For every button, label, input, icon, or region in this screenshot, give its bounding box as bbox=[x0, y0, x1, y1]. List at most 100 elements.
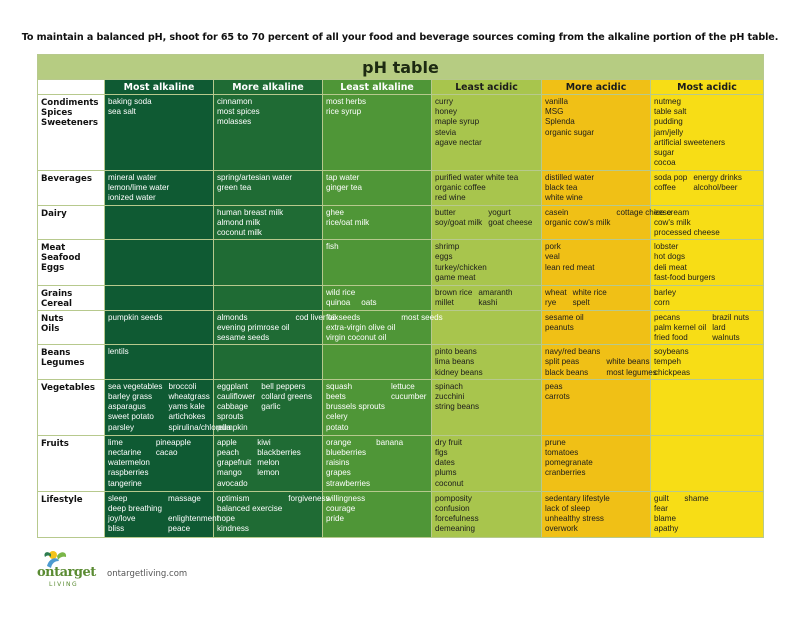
food-item bbox=[684, 524, 708, 534]
food-item bbox=[156, 479, 191, 489]
column-header: Least alkaline bbox=[322, 79, 432, 95]
food-item: figs bbox=[435, 448, 448, 458]
table-cell: eggplant bell peppers cauliflower collard g… bbox=[213, 378, 323, 436]
table-cell: soda pop energy drinks coffee alcohol/beer bbox=[650, 170, 764, 206]
food-item: mango bbox=[217, 468, 242, 478]
food-item: organic coffee bbox=[435, 183, 486, 193]
category-label: Condiments Spices Sweeteners bbox=[37, 94, 105, 171]
food-item: pecans bbox=[654, 312, 681, 322]
food-item: table salt bbox=[654, 107, 687, 117]
table-cell: guilt shame fear blame apathy bbox=[650, 490, 764, 538]
food-item bbox=[391, 423, 427, 433]
table-cell bbox=[104, 204, 214, 241]
table-cell bbox=[213, 239, 323, 287]
table-cell: barley corn bbox=[650, 285, 764, 311]
food-item: pride bbox=[326, 514, 344, 524]
ontarget-logo-icon bbox=[44, 551, 67, 568]
food-item: black beans bbox=[545, 367, 589, 377]
food-item: demeaning bbox=[435, 524, 476, 534]
food-item bbox=[401, 323, 442, 333]
table-cell: pinto beans lima beans kidney beans bbox=[431, 344, 542, 380]
food-item: potato bbox=[326, 422, 349, 432]
food-item: spring/artesian water bbox=[217, 173, 293, 182]
food-item: ice cream bbox=[654, 207, 690, 217]
table-cell: nutmeg table salt pudding jam/jelly artifici… bbox=[650, 94, 764, 171]
food-item: lean red meat bbox=[545, 262, 595, 272]
category-label: Meat Seafood Eggs bbox=[37, 239, 105, 287]
table-cell: vanilla MSG Splenda organic sugar bbox=[541, 94, 651, 171]
food-item: broccoli bbox=[168, 381, 197, 391]
table-row: Condiments Spices Sweeteners baking soda sea… bbox=[37, 94, 764, 171]
website-link[interactable]: ontargetliving.com bbox=[107, 569, 188, 579]
table-cell bbox=[213, 285, 323, 311]
food-item: hope bbox=[217, 514, 236, 524]
food-item: eggplant bbox=[217, 381, 249, 391]
food-item: organic cow's milk bbox=[545, 217, 611, 227]
food-item: blame bbox=[654, 514, 677, 524]
table-row: Lifestyle sleep massage deep breathing joy/l… bbox=[37, 490, 764, 538]
category-line: Lifestyle bbox=[41, 494, 83, 505]
food-item: human breast milk bbox=[217, 207, 284, 217]
food-item: lime bbox=[108, 437, 123, 447]
ph-table: pH table Most alkaline More alkaline Least… bbox=[37, 54, 764, 538]
food-item: lima beans bbox=[435, 357, 475, 367]
food-item: soybeans bbox=[654, 347, 689, 357]
headline: To maintain a balanced pH, shoot for 65 … bbox=[21, 32, 779, 43]
table-cell: pork veal lean red meat bbox=[541, 239, 651, 287]
food-item: hot dogs bbox=[654, 252, 686, 262]
category-line: Seafood bbox=[41, 253, 81, 264]
food-item: white wine bbox=[545, 193, 583, 203]
table-cell: human breast milk almond milk coconut milk bbox=[213, 204, 323, 241]
table-row: Grains Cereal wild rice quinoa oats brown ric… bbox=[37, 285, 764, 311]
food-item: energy drinks bbox=[693, 173, 742, 182]
food-item: quinoa bbox=[326, 298, 351, 308]
food-item: lack of sleep bbox=[545, 504, 590, 514]
food-item: dry fruit bbox=[435, 437, 462, 447]
column-header: More acidic bbox=[541, 79, 651, 95]
column-header: More alkaline bbox=[213, 79, 323, 95]
food-item: shrimp bbox=[435, 242, 460, 252]
category-label: Lifestyle bbox=[37, 490, 105, 538]
table-title: pH table bbox=[37, 54, 764, 80]
food-item: joy/love bbox=[108, 514, 136, 524]
table-cell: willingness courage pride bbox=[322, 490, 432, 538]
food-item: enlightenment bbox=[168, 514, 219, 524]
table-cell bbox=[650, 378, 764, 436]
category-line: Eggs bbox=[41, 263, 65, 274]
table-cell: casein cottage cheese organic cow's milk bbox=[541, 204, 671, 241]
food-item: raisins bbox=[326, 458, 350, 468]
food-item: white beans bbox=[606, 357, 650, 367]
food-item: most legumes bbox=[606, 367, 657, 377]
food-item: rice syrup bbox=[326, 107, 362, 117]
food-item: wild rice bbox=[326, 288, 356, 298]
category-label: Fruits bbox=[37, 434, 105, 492]
food-item: shame bbox=[684, 493, 709, 503]
category-line: Spices bbox=[41, 108, 73, 118]
category-line: Beverages bbox=[41, 174, 92, 184]
food-item: wheat bbox=[545, 288, 567, 298]
category-line: Sweeteners bbox=[41, 118, 99, 128]
table-cell: purified water white tea organic coffee re… bbox=[431, 170, 542, 206]
table-cell bbox=[104, 239, 214, 287]
category-line: Fruits bbox=[41, 438, 69, 449]
table-cell: tap water ginger tea bbox=[322, 170, 432, 206]
food-item: molasses bbox=[217, 117, 252, 127]
food-item: fear bbox=[654, 504, 668, 514]
food-item: distilled water bbox=[545, 173, 595, 182]
food-item: sleep bbox=[108, 493, 128, 503]
food-item: lettuce bbox=[390, 381, 415, 391]
table-cell: lentils bbox=[104, 344, 214, 380]
food-item: pineapple bbox=[155, 437, 191, 447]
food-item: raspberries bbox=[108, 468, 149, 478]
food-item: brussels sprouts bbox=[326, 402, 385, 412]
food-item: cocoa bbox=[654, 158, 676, 168]
table-cell: lime pineapple nectarine cacao watermelon ras… bbox=[104, 434, 214, 492]
category-label: Nuts Oils bbox=[37, 309, 105, 346]
food-item: brown rice bbox=[435, 288, 473, 298]
food-item: nutmeg bbox=[654, 97, 681, 106]
table-cell bbox=[322, 344, 432, 380]
food-item bbox=[288, 504, 329, 514]
food-item: most herbs bbox=[326, 97, 367, 106]
food-item bbox=[261, 423, 312, 433]
table-row: Fruits lime pineapple nectarine cacao waterme… bbox=[37, 434, 764, 492]
